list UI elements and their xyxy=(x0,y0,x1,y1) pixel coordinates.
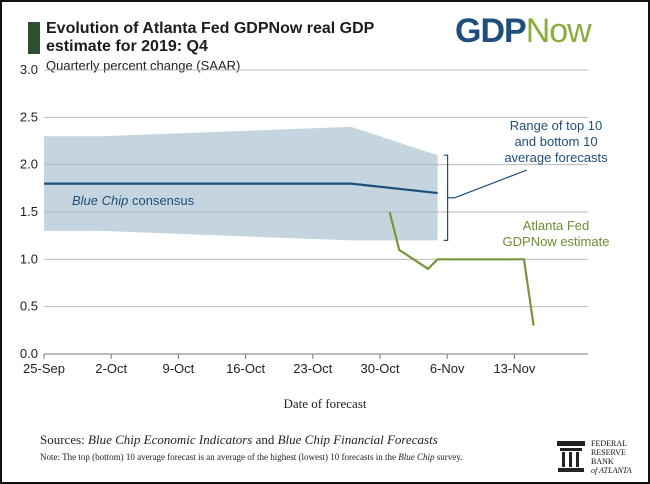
x-tick-label: 23-Oct xyxy=(293,361,332,376)
y-tick-label: 3.0 xyxy=(20,62,38,77)
sources-line: Sources: Blue Chip Economic Indicators a… xyxy=(40,432,438,448)
x-tick-label: 16-Oct xyxy=(226,361,265,376)
logo-now: Now xyxy=(525,12,592,50)
x-tick-label: 25-Sep xyxy=(23,361,65,376)
fed-atlanta-wordmark: FEDERAL RESERVE BANK of ATLANTA xyxy=(591,439,632,475)
sources-and: and xyxy=(252,432,278,447)
x-tick-label: 6-Nov xyxy=(430,361,465,376)
y-tick-label: 0.0 xyxy=(20,346,38,361)
sources-pub1: Blue Chip Economic Indicators xyxy=(88,432,253,447)
range-annotation-line: average forecasts xyxy=(504,150,608,165)
x-tick-label: 13-Nov xyxy=(493,361,535,376)
title-accent-bar xyxy=(28,22,40,54)
note-prefix: Note: The top (bottom) 10 average foreca… xyxy=(40,452,399,462)
consensus-annotation: Blue Chip consensus xyxy=(72,193,195,208)
range-leader-line xyxy=(454,169,528,199)
fed-seal-icon xyxy=(557,441,585,472)
range-annotation-line: and bottom 10 xyxy=(514,134,597,149)
fed-line-1: FEDERAL xyxy=(591,439,627,448)
blue-chip-consensus-line xyxy=(44,182,438,195)
y-tick-label: 2.5 xyxy=(20,109,38,124)
chart-title: Evolution of Atlanta Fed GDPNow real GDP… xyxy=(46,20,375,55)
x-tick-label: 2-Oct xyxy=(95,361,127,376)
consensus-annotation-rest: consensus xyxy=(128,193,194,208)
y-tick-label: 1.0 xyxy=(20,251,38,266)
y-tick-label: 2.0 xyxy=(20,157,38,172)
x-tick-label: 30-Oct xyxy=(360,361,399,376)
fed-line-2: RESERVE xyxy=(591,448,626,457)
fed-line-3: BANK xyxy=(591,457,614,466)
gdpnow-annotation-line: Atlanta Fed xyxy=(523,218,590,233)
sources-pub2: Blue Chip Financial Forecasts xyxy=(277,432,438,447)
range-annotation-line: Range of top 10 xyxy=(510,118,603,133)
y-axis-unit-label: Quarterly percent change (SAAR) xyxy=(46,58,241,73)
sources-label: Sources: xyxy=(40,432,89,447)
y-tick-label: 0.5 xyxy=(20,299,38,314)
note-line: Note: The top (bottom) 10 average foreca… xyxy=(40,452,462,462)
gdpnow-annotation-line: GDPNow estimate xyxy=(503,234,610,249)
logo-gdp: GDP xyxy=(455,12,527,50)
fed-line-4: of ATLANTA xyxy=(591,466,632,475)
note-italic: Blue Chip xyxy=(398,452,435,462)
x-axis-label: Date of forecast xyxy=(283,396,367,411)
range-bracket xyxy=(443,154,449,241)
consensus-annotation-italic: Blue Chip xyxy=(72,193,128,208)
y-tick-label: 1.5 xyxy=(20,204,38,219)
gdpnow-estimate-line xyxy=(388,211,535,326)
x-tick-label: 9-Oct xyxy=(163,361,195,376)
gdpnow-logo: GDPNow xyxy=(455,11,592,51)
note-suffix: survey. xyxy=(434,452,463,462)
